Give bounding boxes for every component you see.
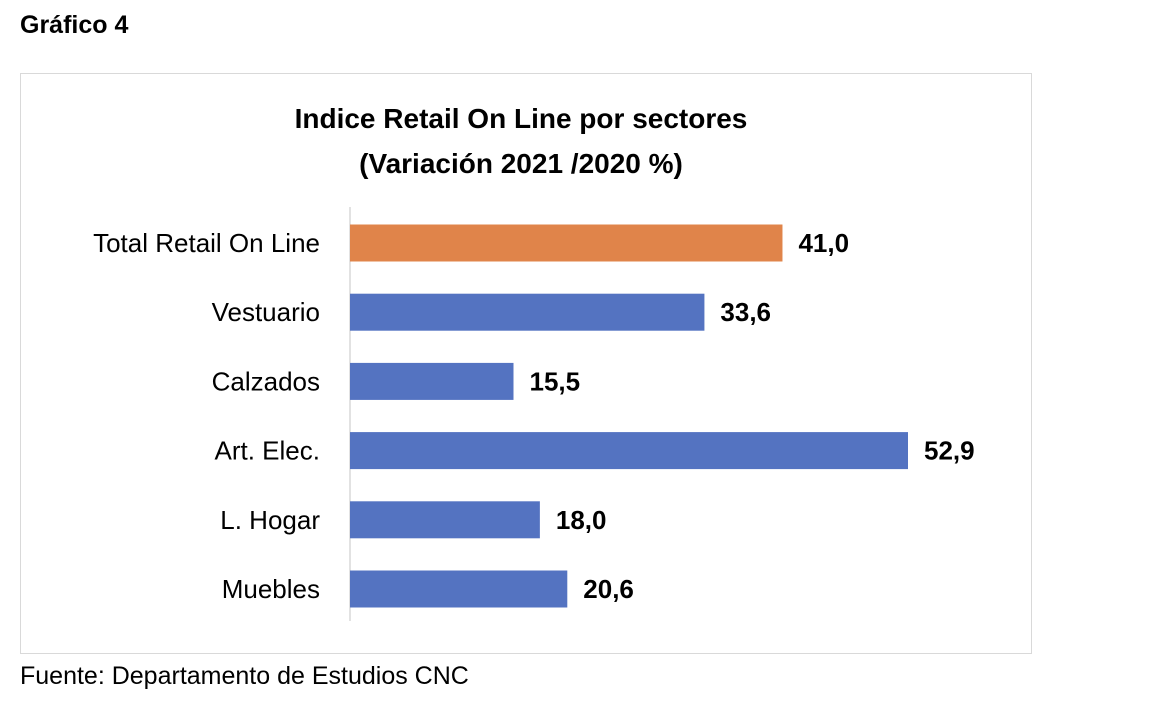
bar-chart: Total Retail On Line 41,0 Vestuario 33,6 Cal… [93,207,975,621]
category-label: Vestuario [212,297,320,327]
bar [350,570,568,608]
value-label: 52,9 [924,436,975,466]
category-label: Muebles [222,574,320,604]
chart-frame: Indice Retail On Line por sectores (Vari… [20,73,1032,654]
value-label: 41,0 [798,228,849,258]
category-label: Art. Elec. [215,436,320,466]
source-note: Fuente: Departamento de Estudios CNC [20,662,469,690]
chart-title-line-2: (Variación 2021 /2020 %) [359,148,683,179]
bar [350,501,540,539]
category-label: Total Retail On Line [93,228,320,258]
value-label: 33,6 [720,297,771,327]
chart-title: Indice Retail On Line por sectores (Vari… [21,96,1021,186]
category-label: L. Hogar [220,505,320,535]
bar [350,224,783,262]
value-label: 18,0 [556,505,607,535]
figure-heading: Gráfico 4 [20,11,129,39]
value-label: 15,5 [529,366,580,396]
category-label: Calzados [212,366,320,396]
chart-title-line-1: Indice Retail On Line por sectores [294,103,748,134]
bar [350,432,908,470]
bar [350,362,514,400]
value-label: 20,6 [583,574,634,604]
bar [350,293,705,331]
